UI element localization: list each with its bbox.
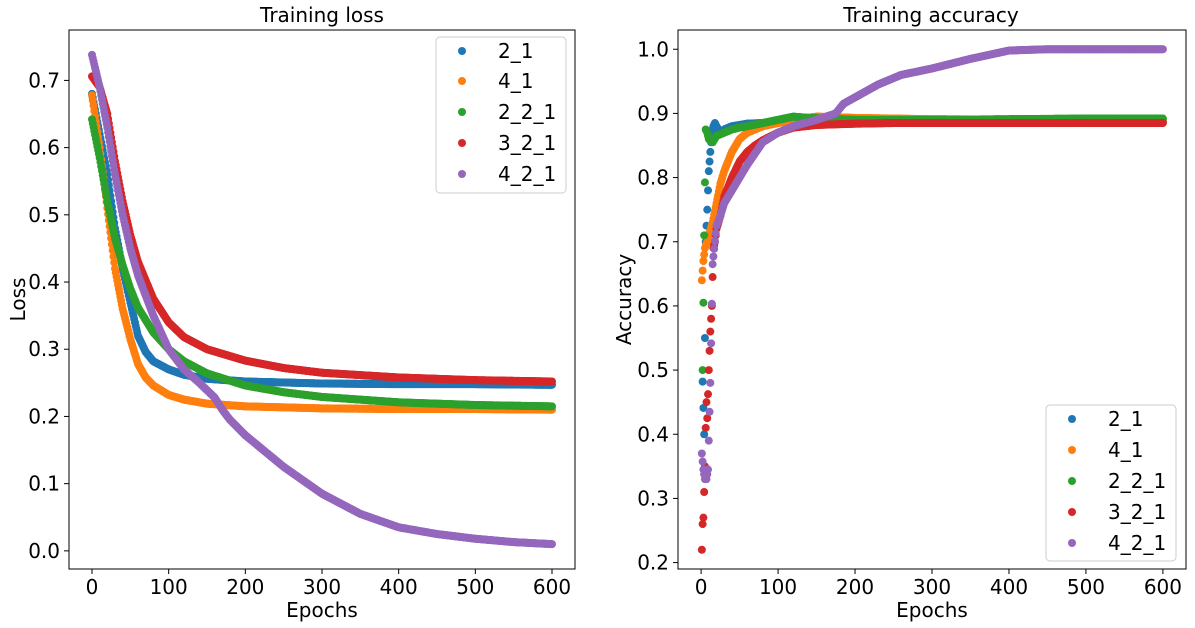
training-loss-ytick-label: 0.5 (28, 203, 60, 227)
training-accuracy-point-3_2_1 (699, 513, 708, 522)
training-loss-ylabel: Loss (6, 278, 30, 322)
training-loss-xtick-label: 400 (380, 575, 418, 599)
legend-marker-4_2_1 (458, 170, 466, 178)
training-loss-xlabel: Epochs (286, 598, 358, 622)
training-accuracy-point-2_2_1 (699, 298, 708, 307)
training-loss-ytick-label: 0.1 (28, 472, 60, 496)
legend-label-2_1: 2_1 (498, 39, 533, 63)
training-accuracy-point-2_1 (704, 167, 713, 176)
training-accuracy-point-2_1 (700, 334, 709, 342)
training-loss-xtick-label: 500 (456, 575, 494, 599)
training-loss-ytick-label: 0.7 (28, 68, 60, 92)
training-accuracy-point-3_2_1 (704, 366, 713, 375)
training-loss-xtick-label: 100 (150, 575, 188, 599)
training-accuracy-point-3_2_1 (707, 314, 716, 323)
training-loss-xtick-label: 600 (533, 575, 571, 599)
training-loss-xtick-label: 200 (226, 575, 264, 599)
training-accuracy-point-3_2_1 (706, 327, 715, 336)
training-loss-xtick-label: 300 (303, 575, 341, 599)
training-accuracy-point-3_2_1 (701, 423, 710, 432)
training-accuracy-point-3_2_1 (705, 346, 714, 355)
training-accuracy-point-3_2_1 (704, 390, 713, 399)
legend-label-2_2_1: 2_2_1 (498, 100, 556, 124)
legend-label-3_2_1: 3_2_1 (498, 131, 556, 155)
legend-marker-4_1 (458, 77, 466, 85)
training-accuracy-point-4_1 (697, 276, 706, 285)
training-loss-ytick-label: 0.4 (28, 270, 60, 294)
training-loss-ytick-label: 0.6 (28, 136, 60, 160)
training-loss-title: Training loss (259, 3, 384, 27)
training-loss-ytick-label: 0.2 (28, 404, 60, 428)
training-accuracy-point-2_2_1 (700, 178, 709, 187)
training-loss-legend: 2_1 4_1 2_2_1 3_2_1 4_2_1 (435, 36, 567, 194)
training-accuracy-point-2_1 (704, 186, 713, 195)
training-loss-point-4_1 (109, 252, 118, 261)
training-loss-plot: Training loss 0 100 200 300 400 500 600 0.0 0.1 0… (6, 3, 576, 622)
training-loss-point-4_2_1 (548, 540, 556, 549)
legend-marker-2_2_1 (458, 108, 466, 116)
legend-marker-2_1 (458, 47, 466, 55)
training-loss-ytick-label: 0.3 (28, 337, 60, 361)
training-loss-series-2_2_1 (88, 115, 556, 411)
training-loss-point-2_2_1 (548, 402, 556, 411)
legend-marker-3_2_1 (458, 139, 466, 147)
training-loss-xtick-label: 0 (86, 575, 99, 599)
training-accuracy-point-2_1 (703, 205, 712, 214)
training-accuracy-point-2_1 (705, 157, 714, 166)
training-loss-point-3_2_1 (548, 377, 556, 386)
training-accuracy-title: Training accuracy (842, 3, 1019, 27)
training-loss-point-4_1 (110, 258, 119, 267)
training-loss-ytick-label: 0.0 (28, 539, 60, 563)
legend-label-4_1: 4_1 (498, 69, 533, 93)
training-accuracy-point-2_1 (698, 377, 707, 386)
training-accuracy-point-4_1 (698, 266, 707, 275)
training-accuracy-point-2_1 (706, 147, 715, 156)
training-accuracy-point-3_2_1 (702, 398, 711, 407)
training-accuracy-point-3_2_1 (708, 273, 717, 282)
training-accuracy-point-2_2_1 (700, 231, 709, 240)
training-loss-points (88, 50, 556, 549)
training-accuracy-point-3_2_1 (697, 545, 706, 554)
training-accuracy-point-3_2_1 (700, 488, 709, 496)
legend-label-4_2_1: 4_2_1 (498, 162, 556, 186)
